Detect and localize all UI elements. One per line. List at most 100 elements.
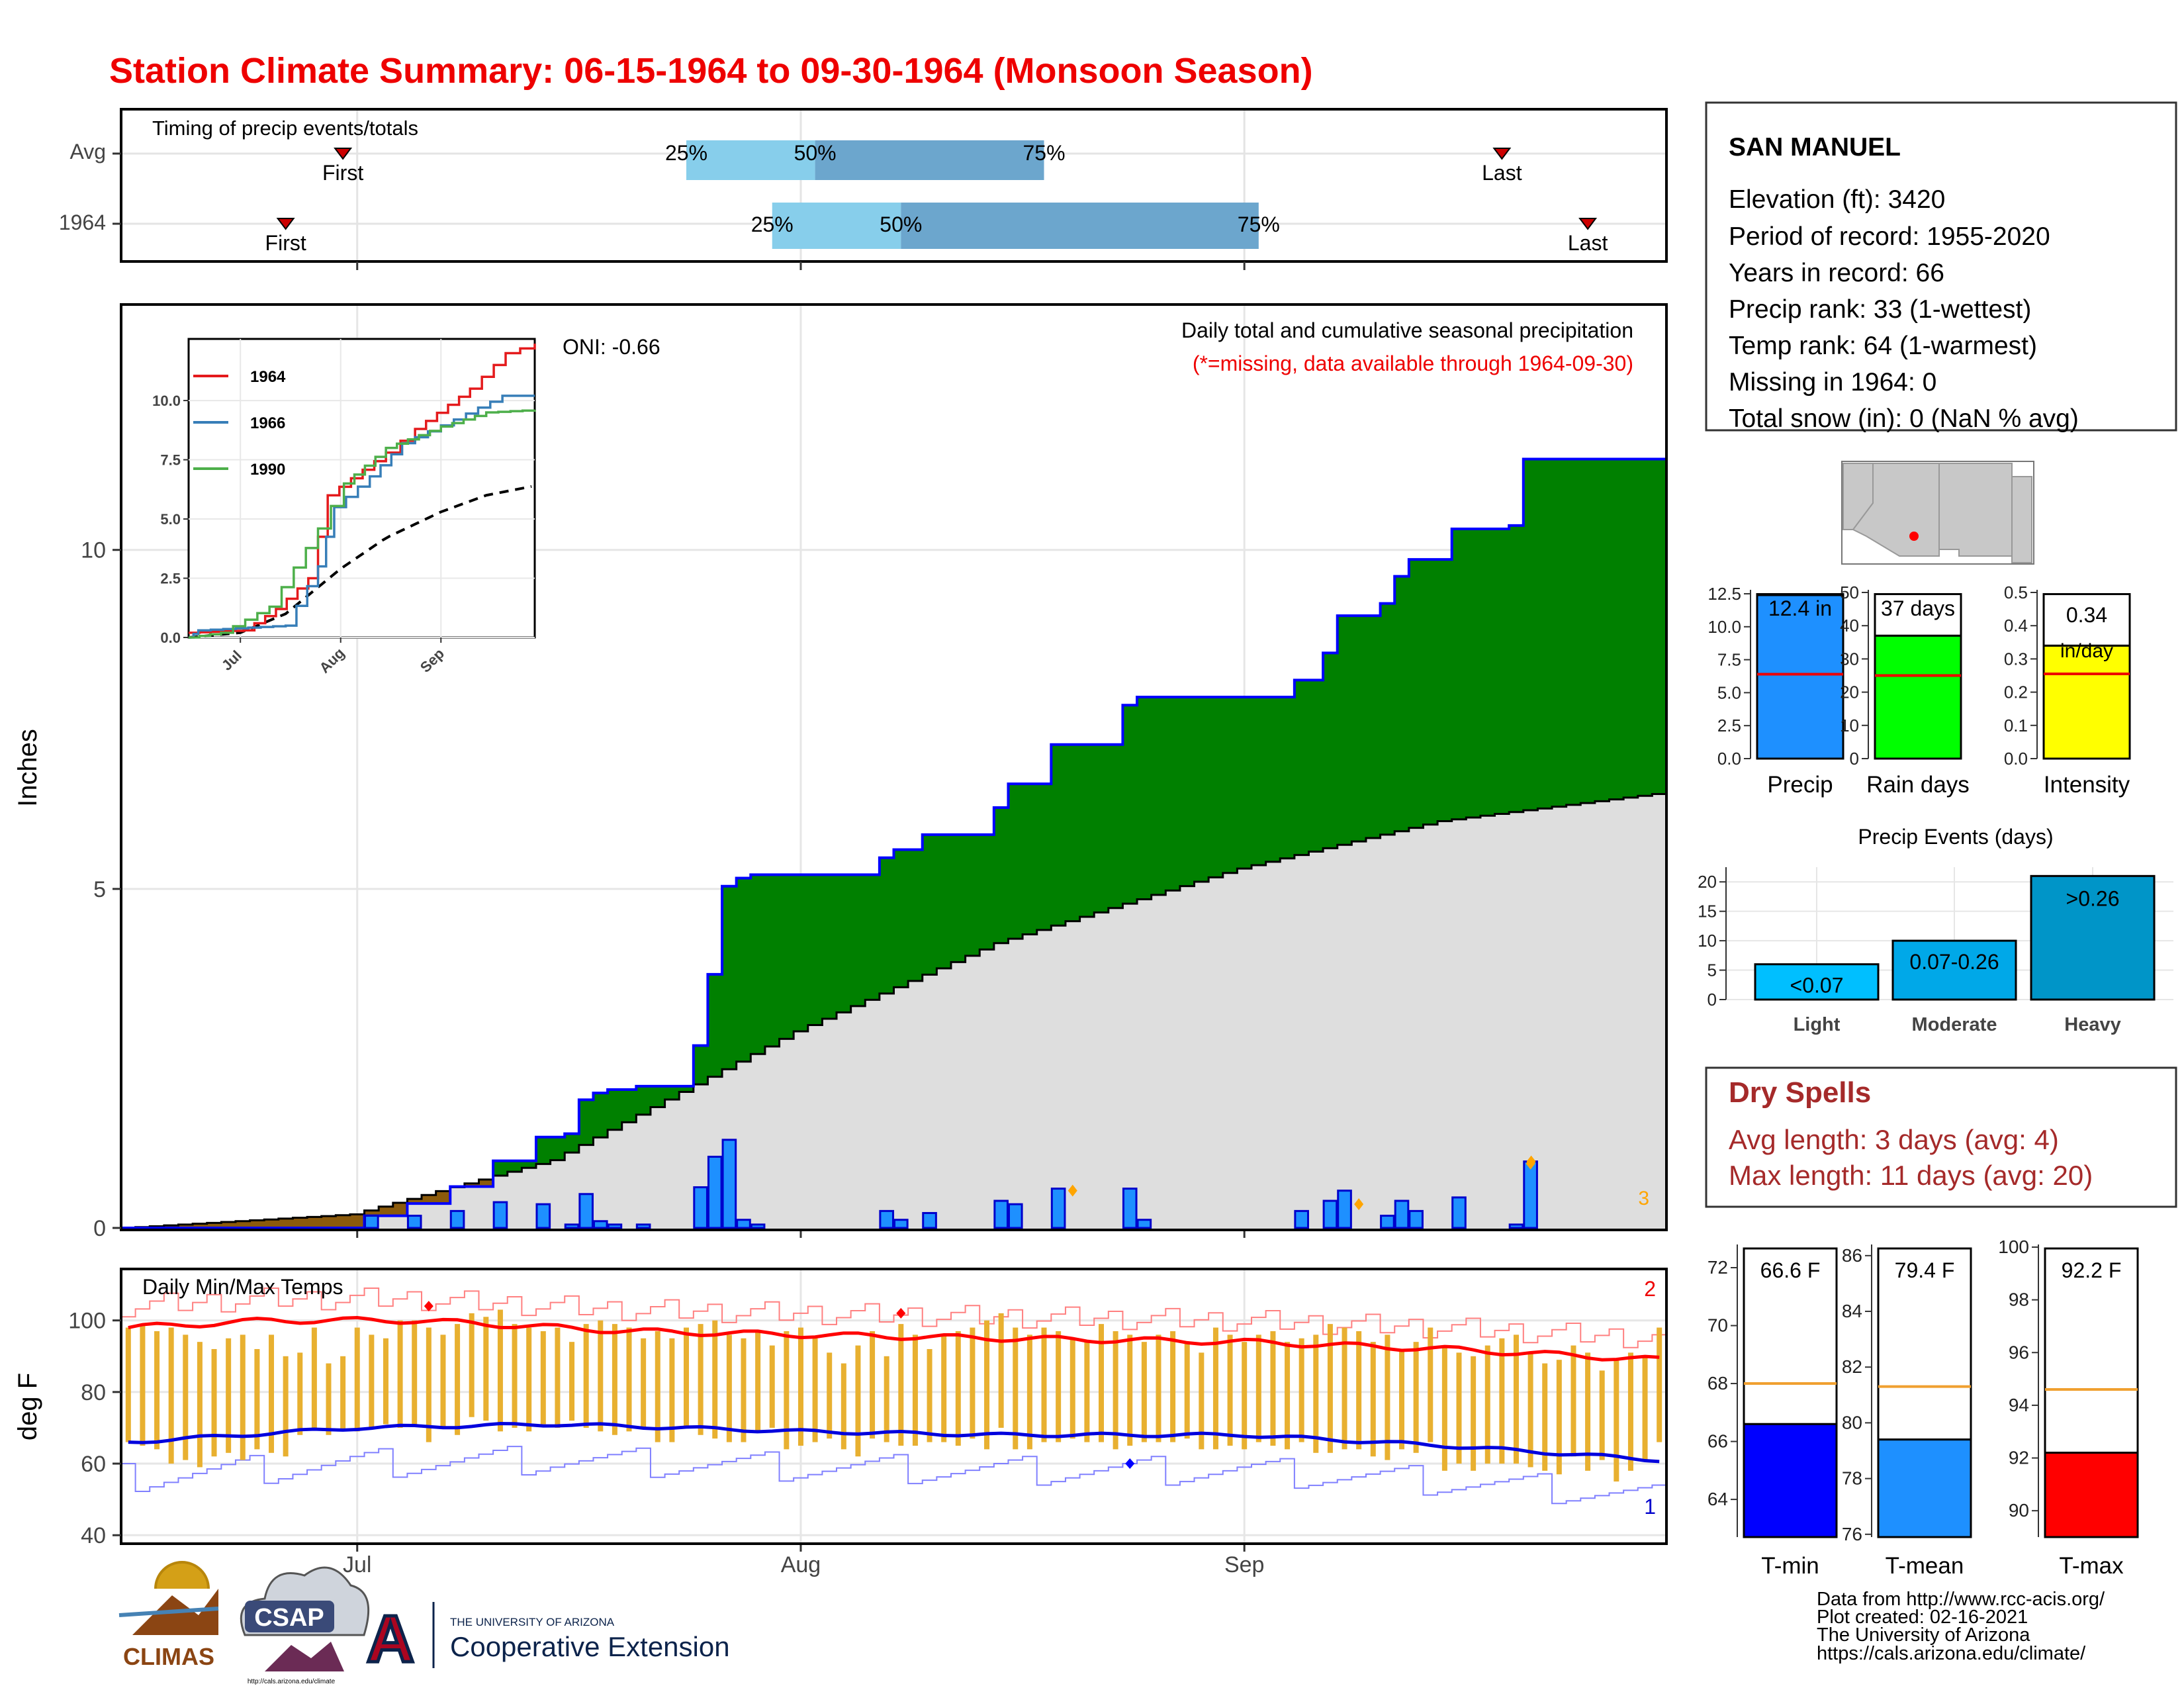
university-of-arizona-logo: A THE UNIVERSITY OF ARIZONA Cooperative … <box>365 1601 729 1678</box>
surplus-segment <box>621 1090 637 1123</box>
timing-marker-last <box>1492 148 1512 160</box>
daily-precip-bar <box>1050 1188 1066 1229</box>
timing-label-75: 75% <box>1023 141 1065 165</box>
timing-label-50: 50% <box>794 141 837 165</box>
surplus-segment <box>1065 744 1081 921</box>
temp-summary-ytick-label: 92 <box>2009 1448 2029 1468</box>
daily-temp-range-bar <box>1285 1342 1291 1450</box>
timing-marker-last <box>1578 218 1598 230</box>
surplus-segment <box>1222 697 1238 873</box>
surplus-segment <box>1523 459 1539 811</box>
precip-panel-subtitle: (*=missing, data available through 1964-… <box>1193 352 1633 375</box>
surplus-segment <box>550 1137 565 1160</box>
daily-temp-range-bar <box>641 1338 647 1428</box>
deficit-segment <box>407 1199 422 1204</box>
summary-ytick-label: 50 <box>1840 583 1859 602</box>
surplus-segment <box>522 1160 537 1168</box>
daily-temp-range-bar <box>1556 1360 1562 1475</box>
inset-legend-label-1966: 1966 <box>250 414 285 432</box>
surplus-segment <box>1480 528 1496 816</box>
footer-university: The University of Arizona <box>1817 1624 2030 1646</box>
daily-temp-range-bar <box>1599 1370 1605 1460</box>
surplus-segment <box>908 849 923 981</box>
daily-precip-bar <box>1136 1219 1152 1229</box>
daily-temp-range-bar <box>684 1327 690 1428</box>
climas-logo-text: CLIMAS <box>123 1643 214 1670</box>
temp-ytick-label-80: 80 <box>81 1380 106 1405</box>
daily-temp-range-bar <box>655 1331 660 1442</box>
daily-precip-bar <box>721 1139 737 1229</box>
precip-ytick-label-0: 0 <box>93 1216 106 1241</box>
daily-temp-range-bar <box>1227 1335 1233 1446</box>
precip-y-axis-label: Inches <box>13 729 42 807</box>
timing-label-25: 25% <box>751 212 794 236</box>
daily-temp-range-bar <box>812 1338 818 1442</box>
daily-temp-range-bar <box>784 1331 790 1450</box>
temp-summary-ytick-label: 82 <box>1842 1356 1862 1377</box>
daily-precip-bar <box>1294 1209 1309 1229</box>
summary-ytick-label: 0 <box>1850 749 1859 769</box>
daily-temp-range-bar <box>827 1352 833 1439</box>
ua-small-text: THE UNIVERSITY OF ARIZONA <box>450 1616 615 1628</box>
surplus-segment <box>636 1086 651 1115</box>
precip-events-title: Precip Events (days) <box>1858 825 2053 849</box>
deficit-segment <box>349 1214 365 1228</box>
daily-temp-range-bar <box>526 1327 532 1432</box>
daily-temp-range-bar <box>1013 1327 1019 1450</box>
summary-bars: 0.0 2.5 5.0 7.5 10.0 12.5 12.4 in Precip 0 10 20 30… <box>1707 583 2131 798</box>
surplus-segment <box>578 1100 594 1145</box>
surplus-segment <box>1351 616 1367 842</box>
deficit-segment <box>235 1221 251 1228</box>
cumulative-1964-line <box>121 457 1666 1229</box>
temp-summary-ytick-label: 78 <box>1842 1468 1862 1489</box>
surplus-segment <box>1179 697 1195 886</box>
daily-temp-range-bar <box>1428 1327 1433 1442</box>
daily-temp-range-bar <box>1056 1331 1062 1442</box>
summary-bar-axis-label-Precip: Precip <box>1767 772 1833 798</box>
daily-temp-range-bar <box>397 1320 403 1428</box>
deficit-segment <box>321 1216 336 1228</box>
surplus-segment <box>1323 653 1338 849</box>
events-bar-Light <box>1754 963 1880 1001</box>
surplus-segment <box>794 874 809 1031</box>
summary-ytick-label: 0.4 <box>2004 616 2028 635</box>
surplus-segment <box>1437 559 1453 821</box>
summary-ytick-label: 20 <box>1840 682 1859 702</box>
timing-label-last: Last <box>1482 161 1522 185</box>
daily-temp-range-bar <box>712 1320 718 1439</box>
daily-temp-range-bar <box>1370 1342 1376 1457</box>
csap-label-box <box>245 1601 334 1632</box>
month-axis-labels: Jul Aug Sep <box>343 1552 1264 1577</box>
temp-summary-ytick-label: 64 <box>1707 1489 1728 1509</box>
temp-ytick-label-100: 100 <box>68 1309 106 1334</box>
surplus-segment <box>693 1045 709 1085</box>
daily-temp-range-bar <box>884 1356 889 1442</box>
daily-temp-range-bar <box>412 1320 418 1425</box>
deficit-segment <box>206 1223 222 1228</box>
surplus-segment <box>1451 528 1467 820</box>
summary-value-label-Precip: 12.4 in <box>1768 596 1832 620</box>
daily-temp-range-bar <box>1385 1335 1390 1460</box>
temp-summary-ytick-label: 86 <box>1842 1245 1862 1266</box>
precip-ytick-label-5: 5 <box>93 877 106 902</box>
surplus-segment <box>1494 528 1510 814</box>
timing-bar-q25-q50 <box>772 203 901 249</box>
station-missing: Missing in 1964: 0 <box>1729 368 1936 397</box>
deficit-segment <box>435 1191 451 1204</box>
daily-temp-range-bar <box>1527 1352 1533 1468</box>
timing-bar-q25-q50 <box>686 140 815 180</box>
daily-temp-range-bar <box>1113 1331 1118 1450</box>
timing-label-75: 75% <box>1238 212 1280 236</box>
surplus-segment <box>1609 459 1624 800</box>
surplus-segment <box>1580 459 1596 804</box>
temp-summary-ytick-label: 68 <box>1707 1373 1728 1393</box>
daily-temp-range-bar <box>140 1324 146 1446</box>
summary-value-label-Rain days: 37 days <box>1881 596 1955 620</box>
daily-temp-range-bar <box>1441 1345 1447 1471</box>
temp-summary-headroom <box>1743 1247 1838 1425</box>
summary-bar-axis-label-Rain days: Rain days <box>1866 772 1970 798</box>
map-region-newmexico <box>1938 463 2013 557</box>
avg-cumulative-fill <box>121 794 1666 1228</box>
